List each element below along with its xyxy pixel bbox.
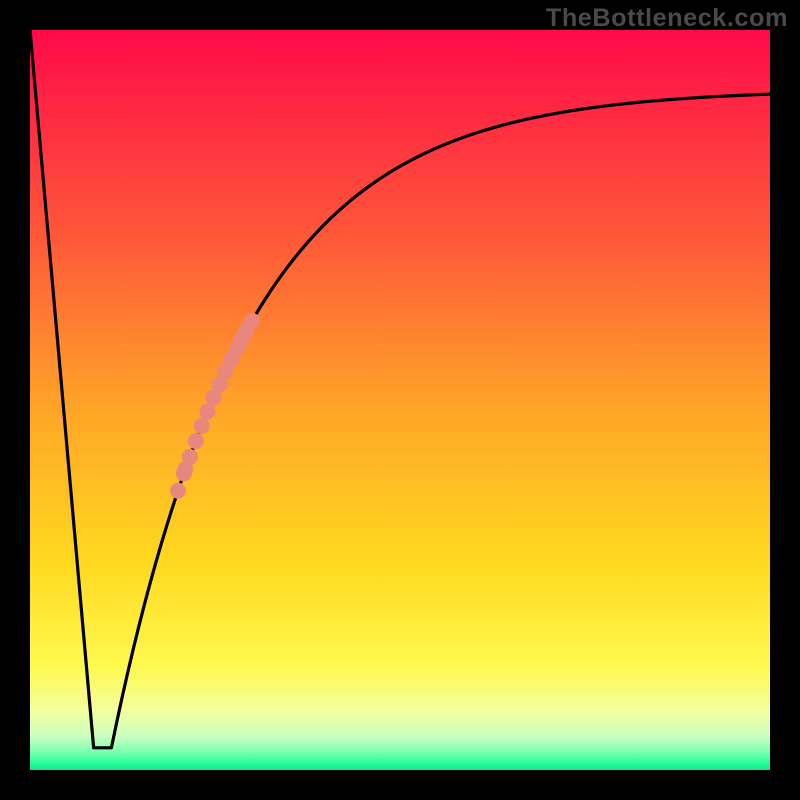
data-marker [244,313,260,329]
figure-root: TheBottleneck.com [0,0,800,800]
gradient-background [30,30,770,770]
data-marker [170,483,186,499]
data-marker [206,390,222,406]
data-marker [229,340,245,356]
data-marker [188,433,204,449]
plot-area [30,30,770,770]
watermark-text: TheBottleneck.com [546,4,788,33]
plot-svg [30,30,770,770]
data-marker [177,461,193,477]
data-marker [200,403,216,419]
data-marker [194,418,210,434]
